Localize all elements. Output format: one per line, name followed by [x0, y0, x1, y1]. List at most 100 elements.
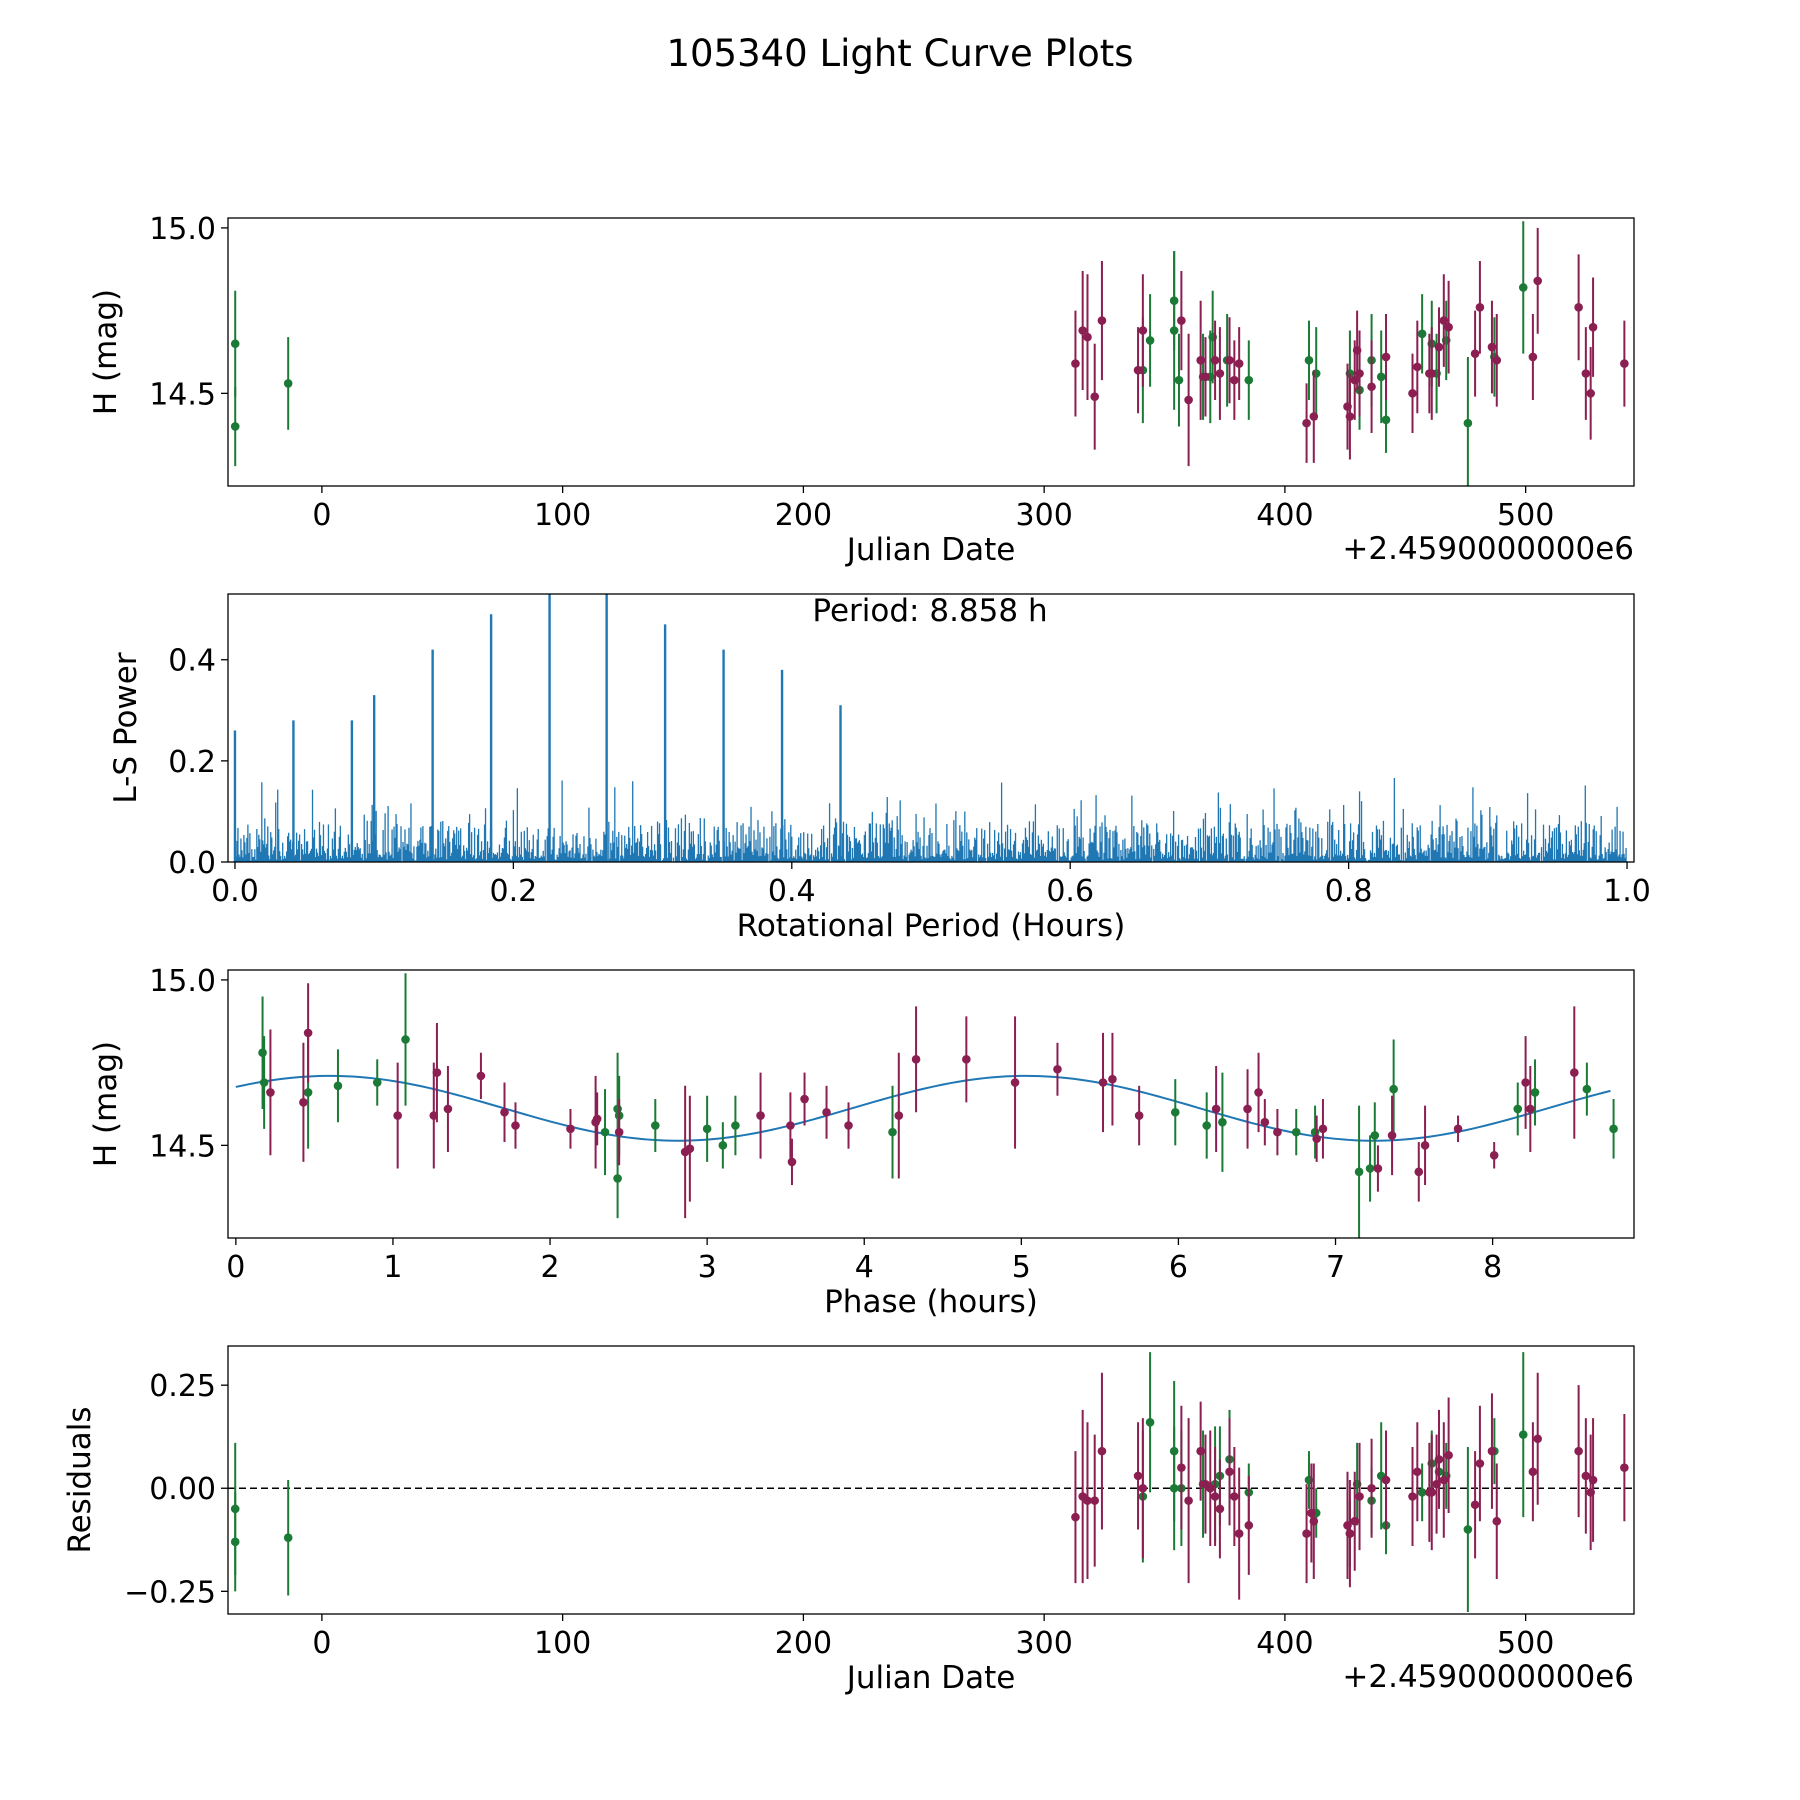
data-point: [1389, 1084, 1398, 1094]
data-point: [1225, 1467, 1234, 1477]
data-point: [1570, 1068, 1579, 1077]
residuals-series-green: [230, 1352, 1528, 1612]
data-point: [1184, 395, 1193, 405]
phased-panel: Phase (hours) H (mag) 0 1 2 3 4 5 6 7 8 14.5 15.0: [88, 964, 1635, 1320]
data-point: [1134, 1111, 1144, 1120]
data-point: [1463, 418, 1473, 428]
data-point: [1345, 412, 1355, 421]
data-point: [1309, 412, 1319, 421]
data-point: [566, 1124, 575, 1134]
data-point: [1518, 1430, 1528, 1439]
data-point: [613, 1174, 622, 1183]
x-tick-label: 400: [1256, 1626, 1313, 1661]
data-point: [1177, 1463, 1186, 1472]
data-point: [283, 379, 293, 388]
data-point: [401, 1035, 410, 1044]
data-point: [1582, 1084, 1592, 1094]
data-point: [962, 1055, 971, 1064]
data-point: [1318, 1124, 1328, 1134]
x-tick-label: 300: [1016, 1626, 1073, 1661]
period-annotation: Period: 8.858 h: [812, 593, 1047, 629]
lightcurve-series-green: [230, 221, 1528, 486]
x-tick-label: 0: [312, 498, 331, 533]
x-tick-label: 8: [1483, 1250, 1502, 1285]
residuals-y-label: Residuals: [62, 1406, 98, 1553]
data-point: [800, 1094, 809, 1104]
lightcurve-offset-label: +2.4590000000e6: [1342, 531, 1634, 567]
data-point: [1417, 329, 1427, 339]
data-point: [1230, 375, 1239, 385]
data-point: [1470, 1500, 1480, 1510]
data-point: [333, 1081, 343, 1091]
x-tick-label: 500: [1497, 498, 1554, 533]
data-point: [1453, 1124, 1463, 1134]
data-point: [1413, 362, 1422, 372]
x-tick-label: 4: [855, 1250, 874, 1285]
data-point: [1133, 1471, 1143, 1481]
data-point: [1574, 303, 1583, 312]
lightcurve-frame: [227, 217, 1635, 487]
data-point: [1205, 1483, 1215, 1493]
y-tick-label: 15.0: [149, 212, 216, 247]
data-point: [1381, 352, 1391, 362]
x-tick-label: 0: [226, 1250, 245, 1285]
data-point: [1586, 389, 1595, 398]
y-tick-label: 14.5: [149, 377, 216, 412]
residuals-series-magenta: [1071, 1372, 1629, 1600]
data-point: [888, 1127, 897, 1137]
data-point: [1177, 316, 1186, 325]
x-tick-label: 0.6: [1046, 874, 1094, 909]
data-point: [1345, 1529, 1355, 1538]
data-point: [230, 422, 240, 431]
data-point: [822, 1107, 831, 1117]
data-point: [911, 1055, 921, 1064]
x-tick-label: 300: [1016, 498, 1073, 533]
data-point: [1427, 1488, 1437, 1497]
data-point: [1609, 1124, 1618, 1134]
data-point: [1210, 1492, 1220, 1501]
x-tick-label: 100: [534, 1626, 591, 1661]
residuals-frame: [227, 1345, 1635, 1615]
data-point: [1218, 1117, 1227, 1127]
y-tick-label: 0.25: [149, 1369, 216, 1404]
data-point: [1196, 355, 1205, 365]
data-point: [1376, 372, 1386, 382]
phased-y-label: H (mag): [88, 1041, 124, 1167]
data-point: [1302, 418, 1311, 428]
x-tick-label: 2: [540, 1250, 559, 1285]
data-point: [1620, 1463, 1629, 1472]
data-point: [1434, 1455, 1444, 1464]
x-tick-label: 1.0: [1603, 874, 1651, 909]
data-point: [1169, 296, 1179, 306]
data-point: [1528, 1467, 1538, 1477]
data-point: [786, 1121, 795, 1130]
data-point: [1408, 389, 1417, 398]
residuals-offset-label: +2.4590000000e6: [1342, 1659, 1634, 1695]
data-point: [600, 1127, 610, 1137]
x-tick-label: 200: [775, 498, 832, 533]
data-point: [1533, 276, 1542, 286]
data-point: [258, 1048, 267, 1058]
data-point: [1381, 415, 1391, 425]
residuals-x-label: Julian Date: [845, 1660, 1016, 1696]
x-tick-label: 6: [1169, 1250, 1188, 1285]
y-tick-label: −0.25: [124, 1575, 216, 1610]
data-point: [1350, 1516, 1360, 1526]
lightcurve-y-label: H (mag): [88, 289, 124, 415]
periodogram-x-label: Rotational Period (Hours): [737, 908, 1126, 944]
data-point: [372, 1078, 382, 1087]
data-point: [1230, 1492, 1239, 1501]
data-point: [1138, 1483, 1148, 1493]
data-point: [1196, 1446, 1205, 1456]
data-point: [1309, 1516, 1319, 1526]
phased-series-magenta: [266, 983, 1579, 1219]
x-tick-label: 0.8: [1325, 874, 1373, 909]
y-tick-label: 14.5: [149, 1129, 216, 1164]
data-point: [393, 1111, 402, 1120]
x-tick-label: 7: [1326, 1250, 1345, 1285]
y-tick-label: 0.0: [168, 846, 216, 881]
data-point: [1201, 372, 1210, 382]
data-point: [1083, 332, 1092, 342]
data-point: [1444, 322, 1453, 332]
x-tick-label: 200: [775, 1626, 832, 1661]
